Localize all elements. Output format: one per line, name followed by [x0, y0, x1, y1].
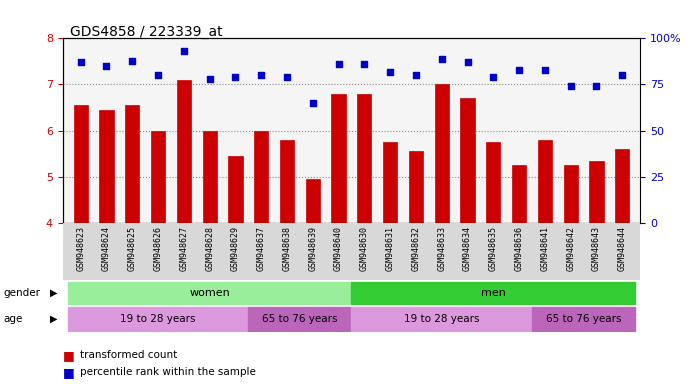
Text: GSM948644: GSM948644: [618, 225, 627, 271]
Point: [75, 59, 86, 65]
Point: [127, 58, 138, 64]
Text: ■: ■: [63, 366, 74, 379]
Text: GSM948626: GSM948626: [154, 225, 163, 271]
Text: 19 to 28 years: 19 to 28 years: [404, 314, 480, 324]
Bar: [351, 306, 532, 331]
Text: GSM948638: GSM948638: [283, 225, 292, 271]
Point: [462, 59, 473, 65]
Text: ■: ■: [63, 349, 74, 362]
Text: ▶: ▶: [50, 314, 58, 324]
Point: [281, 74, 292, 80]
Text: 19 to 28 years: 19 to 28 years: [120, 314, 196, 324]
Text: 65 to 76 years: 65 to 76 years: [546, 314, 622, 324]
Text: age: age: [3, 314, 23, 324]
Point: [307, 100, 318, 106]
Point: [488, 74, 499, 80]
Text: GSM948625: GSM948625: [128, 225, 137, 271]
Text: GSM948640: GSM948640: [334, 225, 343, 271]
Bar: [203, 131, 216, 223]
Point: [514, 67, 525, 73]
Text: GSM948628: GSM948628: [205, 225, 214, 271]
Bar: [331, 94, 346, 223]
Bar: [177, 80, 191, 223]
Point: [617, 72, 628, 78]
Point: [333, 61, 344, 67]
Point: [178, 48, 189, 55]
Bar: [74, 105, 88, 223]
Text: GSM948630: GSM948630: [360, 225, 369, 271]
Text: GDS4858 / 223339_at: GDS4858 / 223339_at: [70, 25, 222, 39]
Text: GSM948631: GSM948631: [386, 225, 395, 271]
Text: men: men: [481, 288, 506, 298]
Bar: [590, 161, 603, 223]
Text: GSM948623: GSM948623: [76, 225, 85, 271]
Text: women: women: [189, 288, 230, 298]
Text: transformed count: transformed count: [80, 350, 177, 360]
Text: GSM948643: GSM948643: [592, 225, 601, 271]
Text: GSM948636: GSM948636: [514, 225, 523, 271]
Bar: [564, 165, 578, 223]
Bar: [532, 306, 635, 331]
Point: [204, 76, 215, 82]
Point: [539, 67, 551, 73]
Text: percentile rank within the sample: percentile rank within the sample: [80, 367, 256, 377]
Point: [436, 56, 448, 62]
Bar: [68, 281, 351, 304]
Text: GSM948637: GSM948637: [257, 225, 266, 271]
Bar: [357, 94, 372, 223]
Point: [255, 72, 267, 78]
Bar: [100, 110, 113, 223]
Text: gender: gender: [3, 288, 40, 298]
Bar: [351, 281, 635, 304]
Text: GSM948639: GSM948639: [308, 225, 317, 271]
Bar: [306, 179, 320, 223]
Bar: [461, 98, 475, 223]
Point: [591, 83, 602, 89]
Bar: [68, 306, 248, 331]
Point: [152, 72, 164, 78]
Bar: [151, 131, 165, 223]
Text: GSM948632: GSM948632: [411, 225, 420, 271]
Bar: [280, 140, 294, 223]
Bar: [125, 105, 139, 223]
Bar: [538, 140, 552, 223]
Text: GSM948635: GSM948635: [489, 225, 498, 271]
Point: [101, 63, 112, 69]
Bar: [254, 131, 269, 223]
Text: GSM948624: GSM948624: [102, 225, 111, 271]
Text: GSM948633: GSM948633: [437, 225, 446, 271]
Point: [359, 61, 370, 67]
Bar: [434, 84, 449, 223]
Bar: [487, 142, 500, 223]
Text: GSM948634: GSM948634: [463, 225, 472, 271]
Bar: [228, 156, 242, 223]
Text: GSM948629: GSM948629: [231, 225, 240, 271]
Point: [411, 72, 422, 78]
Text: 65 to 76 years: 65 to 76 years: [262, 314, 338, 324]
Text: GSM948627: GSM948627: [180, 225, 189, 271]
Point: [385, 68, 396, 74]
Text: ▶: ▶: [50, 288, 58, 298]
Point: [230, 74, 241, 80]
Text: GSM948641: GSM948641: [540, 225, 549, 271]
Bar: [409, 151, 423, 223]
Bar: [248, 306, 351, 331]
Bar: [512, 165, 526, 223]
Bar: [383, 142, 397, 223]
Text: GSM948642: GSM948642: [566, 225, 575, 271]
Point: [565, 83, 576, 89]
Bar: [615, 149, 629, 223]
